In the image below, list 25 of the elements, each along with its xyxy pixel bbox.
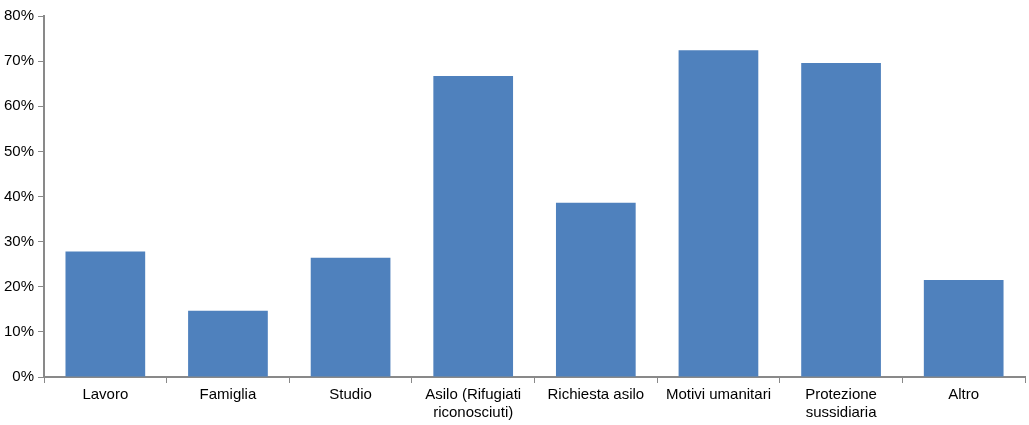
bar: [555, 202, 636, 377]
bar: [433, 76, 514, 377]
y-tick-label: 40%: [3, 186, 35, 204]
bar: [923, 279, 1004, 377]
x-tick-label: Motivi umanitari: [665, 385, 771, 403]
x-tick-label: Asilo (Rifugiati riconosciuti): [425, 385, 522, 421]
y-tick-label: 60%: [3, 96, 35, 114]
x-tick-label: Altro: [948, 385, 980, 403]
bar: [188, 310, 268, 377]
y-tick-label: 50%: [3, 141, 35, 159]
y-tick-label: 80%: [3, 6, 35, 24]
bar: [678, 50, 759, 377]
y-tick-label: 10%: [3, 322, 35, 340]
x-tick-label: Protezione sussidiaria: [805, 385, 878, 421]
bar: [65, 251, 146, 377]
x-tick-label: Lavoro: [82, 385, 129, 403]
bar: [310, 257, 391, 377]
x-tick-label: Richiesta asilo: [547, 385, 645, 403]
y-tick-label: 20%: [3, 276, 35, 294]
y-tick-label: 30%: [3, 231, 35, 249]
x-tick-label: Studio: [329, 385, 372, 403]
x-tick-label: Famiglia: [199, 385, 257, 403]
y-tick-label: 70%: [3, 51, 35, 69]
bar: [801, 62, 881, 377]
y-tick-label: 0%: [12, 367, 35, 385]
